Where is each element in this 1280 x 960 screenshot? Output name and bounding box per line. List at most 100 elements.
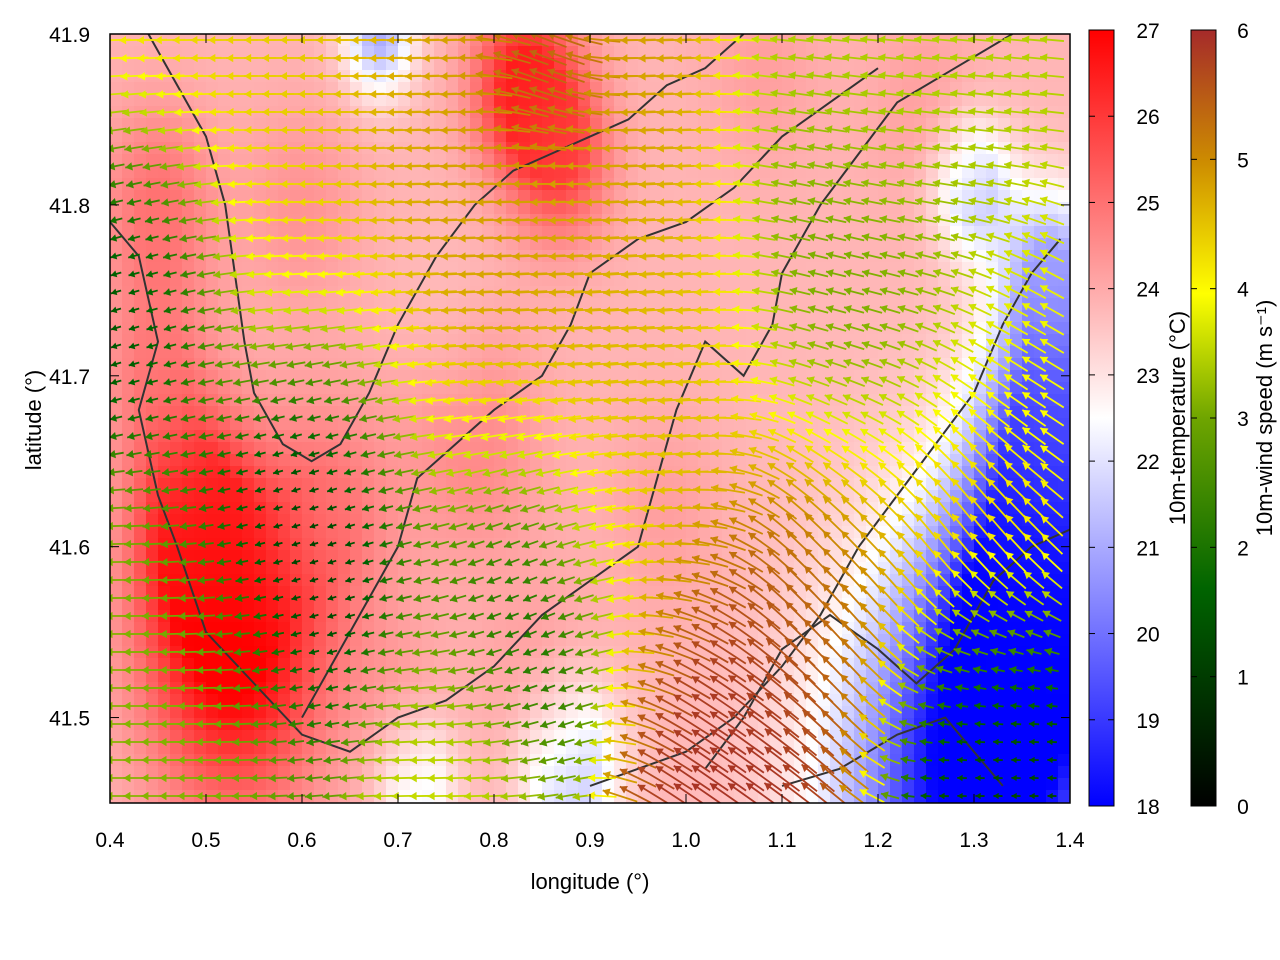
heatmap-cell — [878, 538, 891, 551]
heatmap-cell — [242, 526, 255, 539]
heatmap-cell — [722, 238, 735, 251]
heatmap-cell — [134, 526, 147, 539]
heatmap-cell — [1034, 166, 1047, 179]
heatmap-cell — [1058, 118, 1070, 131]
heatmap-cell — [1046, 118, 1059, 131]
heatmap-cell — [758, 190, 771, 203]
heatmap-cell — [638, 46, 651, 59]
heatmap-cell — [170, 190, 183, 203]
heatmap-cell — [482, 58, 495, 71]
heatmap-cell — [650, 130, 663, 143]
heatmap-cell — [374, 46, 387, 59]
heatmap-cell — [326, 58, 339, 71]
heatmap-cell — [278, 118, 291, 131]
heatmap-cell — [326, 46, 339, 59]
heatmap-cell — [1058, 682, 1070, 695]
heatmap-cell — [674, 154, 687, 167]
heatmap-cell — [446, 94, 459, 107]
heatmap-cell — [1046, 94, 1059, 107]
heatmap-cell — [134, 562, 147, 575]
heatmap-cell — [170, 706, 183, 719]
heatmap-cell — [434, 778, 447, 791]
heatmap-cell — [878, 94, 891, 107]
heatmap-cell — [338, 94, 351, 107]
heatmap-cell — [974, 130, 987, 143]
heatmap-cell — [578, 154, 591, 167]
heatmap-cell — [602, 58, 615, 71]
heatmap-cell — [422, 58, 435, 71]
heatmap-cell — [686, 118, 699, 131]
heatmap-cell — [170, 310, 183, 323]
heatmap-cell — [998, 94, 1011, 107]
heatmap-cell — [1058, 226, 1070, 239]
heatmap-cell — [1034, 94, 1047, 107]
heatmap-cell — [1010, 598, 1023, 611]
heatmap-cell — [866, 166, 879, 179]
heatmap-cell — [650, 166, 663, 179]
heatmap-cell — [926, 166, 939, 179]
heatmap-cell — [866, 670, 879, 683]
heatmap-cell — [206, 742, 219, 755]
heatmap-cell — [842, 166, 855, 179]
heatmap-cell — [302, 82, 315, 95]
heatmap-cell — [518, 238, 531, 251]
heatmap-cell — [926, 730, 939, 743]
heatmap-cell — [434, 166, 447, 179]
heatmap-cell — [1058, 466, 1070, 479]
heatmap-cell — [326, 238, 339, 251]
heatmap-cell — [146, 94, 159, 107]
heatmap-cell — [254, 58, 267, 71]
heatmap-cell — [974, 166, 987, 179]
heatmap-cell — [134, 166, 147, 179]
heatmap-cell — [1058, 178, 1070, 191]
heatmap-cell — [590, 154, 603, 167]
heatmap-cell — [926, 466, 939, 479]
heatmap-cell — [1010, 490, 1023, 503]
heatmap-cell — [410, 82, 423, 95]
heatmap-cell — [290, 82, 303, 95]
heatmap-cell — [1010, 58, 1023, 71]
heatmap-cell — [830, 190, 843, 203]
heatmap-cell — [350, 190, 363, 203]
heatmap-cell — [662, 562, 675, 575]
heatmap-cell — [218, 94, 231, 107]
heatmap-cell — [494, 634, 507, 647]
heatmap-cell — [446, 118, 459, 131]
heatmap-cell — [986, 166, 999, 179]
heatmap-cell — [782, 94, 795, 107]
heatmap-cell — [182, 94, 195, 107]
heatmap-cell — [254, 130, 267, 143]
heatmap-cell — [242, 730, 255, 743]
heatmap-cell — [806, 682, 819, 695]
heatmap-cell — [974, 118, 987, 131]
heatmap-cell — [626, 130, 639, 143]
heatmap-cell — [1058, 370, 1070, 383]
heatmap-cell — [206, 202, 219, 215]
heatmap-cell — [1058, 382, 1070, 395]
heatmap-cell — [674, 190, 687, 203]
heatmap-cell — [302, 46, 315, 59]
heatmap-cell — [374, 130, 387, 143]
heatmap-cell — [722, 454, 735, 467]
heatmap-cell — [758, 274, 771, 287]
heatmap-cell — [314, 58, 327, 71]
heatmap-cell — [194, 370, 207, 383]
heatmap-cell — [698, 526, 711, 539]
heatmap-cell — [122, 130, 135, 143]
heatmap-cell — [974, 154, 987, 167]
heatmap-cell — [542, 190, 555, 203]
heatmap-cell — [254, 118, 267, 131]
heatmap-cell — [182, 154, 195, 167]
heatmap-cell — [182, 46, 195, 59]
heatmap-cell — [206, 670, 219, 683]
heatmap-cell — [878, 166, 891, 179]
heatmap-cell — [338, 190, 351, 203]
heatmap-cell — [458, 130, 471, 143]
heatmap-cell — [182, 58, 195, 71]
heatmap-cell — [998, 166, 1011, 179]
heatmap-cell — [1010, 406, 1023, 419]
heatmap-cell — [866, 694, 879, 707]
heatmap-cell — [734, 58, 747, 71]
heatmap-cell — [926, 502, 939, 515]
heatmap-cell — [902, 166, 915, 179]
